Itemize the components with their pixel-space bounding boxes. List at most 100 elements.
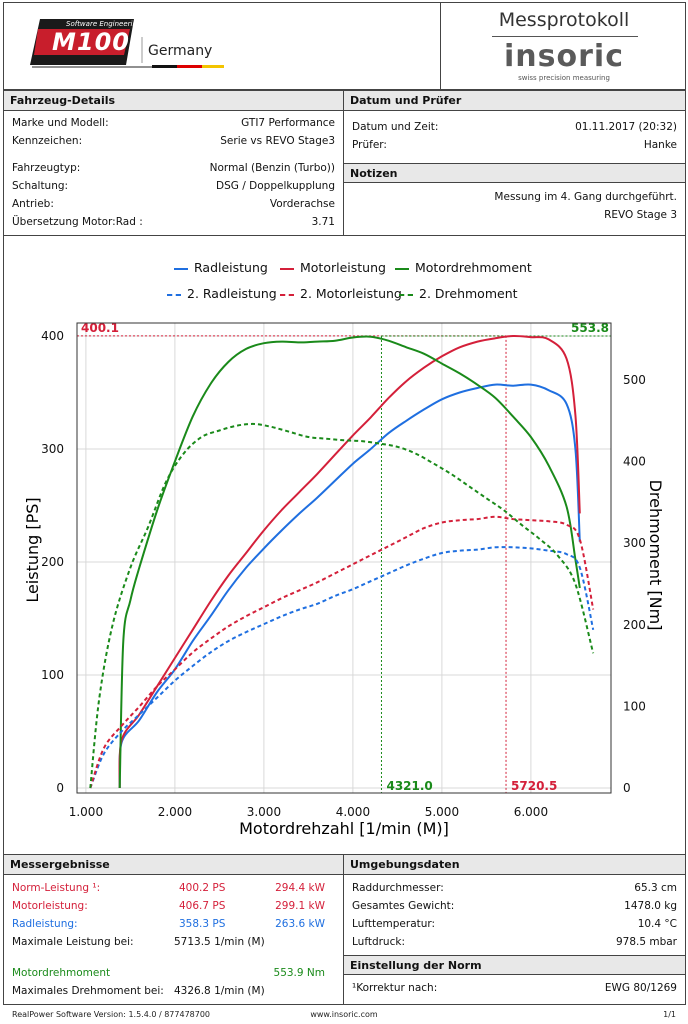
legend-item: 2. Drehmoment bbox=[399, 286, 518, 301]
environment-heading: Umgebungsdaten bbox=[344, 855, 685, 875]
y-tick-label: 100 bbox=[41, 668, 64, 682]
legend-label: Motorleistung bbox=[300, 260, 386, 275]
max-torque-label: 553.8 bbox=[571, 321, 609, 335]
environment-label: Lufttemperatur: bbox=[352, 918, 436, 930]
vehicle-value: 3.71 bbox=[311, 216, 335, 228]
torque-rpm-label: 4321.0 bbox=[386, 779, 432, 793]
legend-swatch bbox=[399, 293, 413, 296]
logo-small-text: Software Engineering bbox=[66, 20, 142, 28]
series-layer bbox=[89, 334, 595, 789]
y-tick-label: 400 bbox=[41, 329, 64, 343]
y2-tick-label: 300 bbox=[623, 536, 646, 550]
environment-label: Raddurchmesser: bbox=[352, 882, 444, 894]
norm-correction-label: ¹Korrektur nach: bbox=[352, 982, 438, 994]
plot-frame bbox=[76, 322, 612, 794]
norm-heading: Einstellung der Norm bbox=[344, 955, 685, 975]
vehicle-details-panel: Fahrzeug-Details Marke und Modell: GTI7 … bbox=[3, 90, 344, 236]
legend-label: Motordrehmoment bbox=[415, 260, 532, 275]
y2-tick-label: 0 bbox=[623, 781, 631, 795]
tick-layer: 1.000 2.000 3.000 4.000 5.000 6.000 0 100 200 300… bbox=[41, 329, 646, 819]
legend-swatch bbox=[280, 293, 294, 296]
legend-swatch bbox=[280, 267, 294, 270]
grid-layer bbox=[77, 323, 611, 793]
engine-power-label: Motorleistung: bbox=[12, 900, 88, 912]
legend-label: 2. Drehmoment bbox=[419, 286, 518, 301]
environment-panel: Umgebungsdaten Raddurchmesser: 65.3 cm G… bbox=[343, 854, 686, 1005]
vehicle-label: Marke und Modell: bbox=[12, 117, 109, 129]
engine-power-kw: 299.1 kW bbox=[275, 900, 325, 912]
environment-value: 10.4 °C bbox=[637, 918, 677, 930]
max-power-rpm: 5713.5 1/min (M) bbox=[174, 936, 265, 948]
m100-logo: Software Engineering M100 Germany bbox=[22, 15, 232, 75]
vehicle-label: Antrieb: bbox=[12, 198, 54, 210]
environment-value: 978.5 mbar bbox=[615, 936, 677, 948]
date-notes-panel: Datum und Prüfer Datum und Zeit: 01.11.2… bbox=[343, 90, 686, 236]
legend-item: Radleistung bbox=[174, 260, 268, 275]
vehicle-label: Fahrzeugtyp: bbox=[12, 162, 81, 174]
y2-tick-label: 500 bbox=[623, 373, 646, 387]
footer-version: RealPower Software Version: 1.5.4.0 / 87… bbox=[12, 1010, 211, 1019]
y-tick-label: 300 bbox=[41, 442, 64, 456]
notes-line-2: REVO Stage 3 bbox=[604, 209, 677, 221]
power-rpm-label: 5720.5 bbox=[511, 779, 557, 793]
legend-item: Motordrehmoment bbox=[395, 260, 532, 275]
norm-power-label: Norm-Leistung ¹: bbox=[12, 882, 101, 894]
x-axis-title: Motordrehzahl [1/min (M)] bbox=[239, 819, 449, 838]
x-tick-label: 3.000 bbox=[247, 805, 281, 819]
vehicle-value: DSG / Doppelkupplung bbox=[216, 180, 335, 192]
environment-label: Gesamtes Gewicht: bbox=[352, 900, 455, 912]
header: Software Engineering M100 Germany Messpr… bbox=[3, 2, 686, 90]
legend-item: Motorleistung bbox=[280, 260, 386, 275]
wheel-power-ps: 358.3 PS bbox=[179, 918, 226, 930]
legend-label: 2. Radleistung bbox=[187, 286, 277, 301]
environment-value: 65.3 cm bbox=[634, 882, 677, 894]
norm-correction-value: EWG 80/1269 bbox=[604, 982, 677, 994]
series-line-2-radleistung bbox=[89, 546, 595, 789]
footer-page: 1/1 bbox=[663, 1010, 676, 1019]
legend-swatch bbox=[395, 267, 409, 270]
environment-label: Luftdruck: bbox=[352, 936, 405, 948]
logo-country-text: Germany bbox=[148, 43, 213, 59]
max-torque-label: Maximales Drehmoment bei: bbox=[12, 985, 164, 997]
vehicle-details-heading: Fahrzeug-Details bbox=[4, 91, 343, 111]
legend-swatch bbox=[174, 267, 188, 270]
dyno-chart: 400.1 553.8 4321.0 5720.5 1.000 2.000 3.000 4.… bbox=[23, 321, 665, 838]
brand-subtitle: swiss precision measuring bbox=[518, 74, 610, 82]
inspector-label: Prüfer: bbox=[352, 139, 387, 151]
y-tick-label: 200 bbox=[41, 555, 64, 569]
results-panel: Messergebnisse Norm-Leistung ¹: 400.2 PS… bbox=[3, 854, 344, 1005]
date-value: 01.11.2017 (20:32) bbox=[575, 121, 677, 133]
footer-website: www.insoric.com bbox=[310, 1010, 378, 1019]
y2-tick-label: 200 bbox=[623, 618, 646, 632]
x-tick-label: 1.000 bbox=[69, 805, 103, 819]
inspector-value: Hanke bbox=[643, 139, 677, 151]
x-tick-label: 5.000 bbox=[425, 805, 459, 819]
y-axis-title: Leistung [PS] bbox=[23, 497, 42, 602]
y2-tick-label: 100 bbox=[623, 699, 646, 713]
insoric-logo: insoric bbox=[441, 39, 687, 74]
wheel-power-kw: 263.6 kW bbox=[275, 918, 325, 930]
max-power-label: 400.1 bbox=[81, 321, 119, 335]
wheel-power-label: Radleistung: bbox=[12, 918, 78, 930]
logo-main-text: M100 bbox=[52, 28, 130, 56]
norm-power-ps: 400.2 PS bbox=[179, 882, 226, 894]
results-heading: Messergebnisse bbox=[4, 855, 343, 875]
series-line-motorleistung bbox=[118, 334, 581, 789]
vehicle-label: Übersetzung Motor:Rad : bbox=[12, 216, 143, 228]
y-tick-label: 0 bbox=[56, 781, 64, 795]
series-line-radleistung bbox=[118, 383, 581, 789]
y2-tick-label: 400 bbox=[623, 455, 646, 469]
engine-power-ps: 406.7 PS bbox=[179, 900, 226, 912]
protocol-title: Messprotokoll bbox=[498, 9, 630, 31]
notes-heading: Notizen bbox=[344, 163, 685, 183]
vehicle-value: Vorderachse bbox=[269, 198, 335, 210]
vehicle-label: Kennzeichen: bbox=[12, 135, 83, 147]
legend-label: 2. Motorleistung bbox=[300, 286, 402, 301]
y2-axis-title: Drehmoment [Nm] bbox=[646, 480, 665, 631]
date-heading: Datum und Prüfer bbox=[344, 91, 685, 111]
vehicle-value: Normal (Benzin (Turbo)) bbox=[209, 162, 335, 174]
vehicle-value: Serie vs REVO Stage3 bbox=[220, 135, 335, 147]
series-line-2-drehmoment bbox=[89, 422, 595, 789]
x-tick-label: 6.000 bbox=[514, 805, 548, 819]
series-line-2-motorleistung bbox=[89, 515, 595, 789]
